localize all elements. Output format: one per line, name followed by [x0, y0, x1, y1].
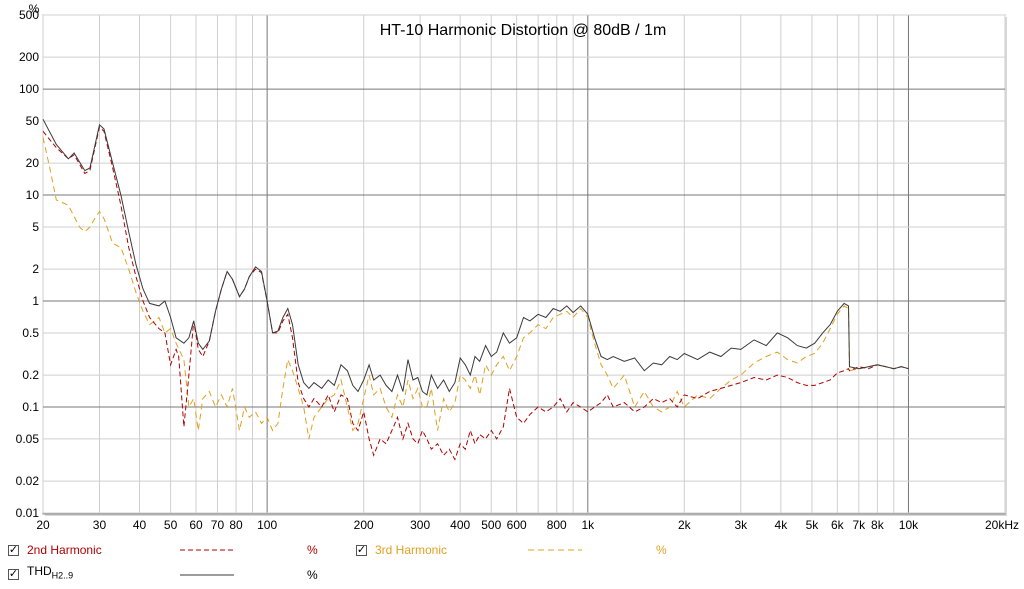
x-tick-label: 3k [734, 518, 748, 532]
x-tick-label: 200 [354, 518, 374, 532]
x-tick-label: 50 [164, 518, 178, 532]
y-tick-labels: 500 200 100 50 20 10 5 2 1 0.5 0.2 0.1 0.05 0.02 0.01 [16, 8, 40, 520]
x-tick-label: 6k [831, 518, 845, 532]
y-tick-label: 200 [19, 50, 39, 64]
x-tick-label: 5k [806, 518, 820, 532]
checkbox-2nd-harmonic[interactable]: ✓ [8, 543, 19, 556]
y-tick-label: 500 [19, 8, 39, 22]
x-tick-label: 4k [775, 518, 789, 532]
legend-label-2nd-harmonic: 2nd Harmonic [27, 543, 102, 557]
x-tick-label: 60 [189, 518, 203, 532]
legend-unit-thd: % [307, 568, 318, 582]
y-tick-label: 0.01 [16, 506, 40, 520]
legend-label-thd-sub: H2..9 [51, 570, 74, 581]
y-unit-label: % [29, 2, 40, 16]
x-tick-label: 2k [678, 518, 692, 532]
grid-lines [42, 14, 1006, 514]
legend-unit-3rd-harmonic: % [656, 543, 667, 557]
y-tick-label: 2 [32, 262, 39, 276]
legend-swatch-3rd-harmonic [528, 549, 582, 551]
x-tick-label: 20 [36, 518, 50, 532]
y-tick-label: 20 [26, 156, 40, 170]
legend-item-2nd-harmonic[interactable]: ✓ [8, 541, 19, 559]
y-tick-label: 50 [26, 114, 40, 128]
legend-label-thd: THDH2..9 [27, 564, 73, 580]
x-tick-label: 20kHz [985, 518, 1019, 532]
chart-title: HT-10 Harmonic Distortion @ 80dB / 1m [380, 22, 667, 39]
y-tick-label: 0.2 [22, 368, 39, 382]
x-tick-label: 70 [211, 518, 225, 532]
x-tick-label: 7k [852, 518, 866, 532]
x-tick-label: 40 [133, 518, 147, 532]
y-tick-label: 1 [32, 294, 39, 308]
legend-label-3rd-harmonic: 3rd Harmonic [375, 543, 448, 557]
x-tick-label: 30 [93, 518, 107, 532]
legend-label-thd-main: THD [27, 564, 52, 578]
y-tick-label: 5 [32, 220, 39, 234]
x-tick-label: 1k [581, 518, 595, 532]
legend-item-3rd-harmonic[interactable]: ✓ [356, 541, 367, 559]
x-tick-label: 10k [899, 518, 919, 532]
x-tick-label: 400 [450, 518, 470, 532]
x-tick-label: 100 [257, 518, 277, 532]
y-tick-label: 10 [26, 188, 40, 202]
legend-swatch-thd [180, 574, 234, 576]
y-tick-label: 0.5 [22, 326, 39, 340]
legend-item-thd[interactable]: ✓ [8, 565, 19, 583]
series-line-thd [42, 118, 909, 396]
x-tick-label: 800 [547, 518, 567, 532]
x-tick-label: 600 [507, 518, 527, 532]
checkbox-thd[interactable]: ✓ [8, 567, 19, 580]
y-tick-label: 100 [19, 82, 39, 96]
x-tick-labels: 20 30 40 50 60 70 80 100 200 300 400 500 600 800 1k 2k 3… [36, 518, 1019, 532]
series-lines [42, 118, 909, 461]
x-tick-label: 500 [481, 518, 501, 532]
legend-swatch-2nd-harmonic [180, 549, 234, 551]
y-tick-label: 0.02 [16, 474, 40, 488]
checkbox-3rd-harmonic[interactable]: ✓ [356, 543, 367, 556]
y-tick-label: 0.05 [16, 432, 40, 446]
x-tick-label: 80 [229, 518, 243, 532]
legend-unit-2nd-harmonic: % [307, 543, 318, 557]
x-tick-label: 300 [410, 518, 430, 532]
plot-area [42, 14, 1006, 515]
x-tick-label: 8k [871, 518, 885, 532]
y-tick-label: 0.1 [22, 400, 39, 414]
